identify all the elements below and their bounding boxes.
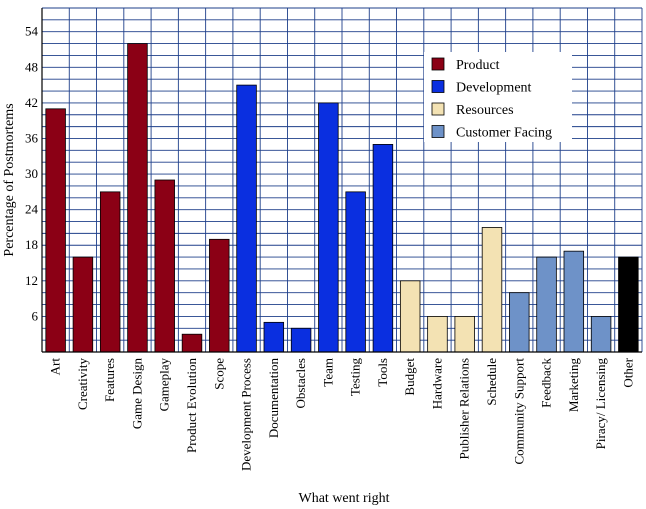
bar-budget [399, 280, 421, 353]
bar-gameplay [154, 179, 175, 353]
y-tick-label: 12 [25, 273, 38, 288]
x-tick-label-feedback: Feedback [539, 358, 554, 408]
x-tick-label-gameplay: Gameplay [157, 358, 172, 412]
x-tick-label-team: Team [320, 358, 335, 387]
x-tick-label-tools: Tools [375, 358, 390, 387]
legend-background [424, 52, 572, 142]
bar-community-support [509, 292, 530, 353]
x-tick-label-product-evolution: Product Evolution [184, 358, 199, 453]
legend-swatch-development [431, 80, 445, 93]
x-tick-label-schedule: Schedule [484, 358, 499, 406]
axes [41, 8, 642, 353]
y-tick-label: 30 [25, 166, 38, 181]
legend-label-resources: Resources [456, 103, 514, 118]
x-tick-label-publisher-relations: Publisher Relations [457, 358, 472, 459]
y-tick-label: 6 [32, 308, 39, 323]
y-tick-label: 42 [25, 95, 38, 110]
x-tick-label-other: Other [620, 357, 635, 387]
y-tick-label: 48 [25, 59, 38, 74]
legend-label-customer-facing: Customer Facing [456, 126, 552, 141]
x-tick-label-hardware: Hardware [429, 358, 444, 409]
x-tick-label-documentation: Documentation [266, 358, 281, 439]
bar-scope [209, 238, 230, 353]
y-axis-title: Percentage of Postmortems [2, 103, 17, 256]
x-tick-label-budget: Budget [402, 358, 417, 396]
x-tick-label-art: Art [48, 358, 63, 376]
bar-tools [372, 144, 394, 353]
bar-development-process [236, 84, 257, 353]
bar-feedback [536, 256, 557, 353]
y-tick-label: 36 [25, 130, 39, 145]
x-tick-label-obstacles: Obstacles [293, 358, 308, 409]
bar-features [99, 191, 121, 353]
x-tick-label-creativity: Creativity [75, 358, 90, 410]
bar-team [318, 102, 339, 353]
y-tick-labels: 6 12 18 24 30 36 42 48 54 [25, 24, 39, 324]
bar-game-design [127, 43, 148, 353]
legend-swatch-product [431, 57, 445, 71]
y-tick-label: 24 [25, 202, 39, 217]
bar-publisher-relations [454, 316, 475, 353]
x-tick-label-scope: Scope [211, 358, 226, 390]
legend-swatch-customer-facing [431, 125, 445, 138]
x-tick-label-community-support: Community Support [511, 358, 526, 465]
bar-obstacles [290, 327, 312, 353]
x-tick-label-features: Features [102, 358, 117, 402]
legend: Product Development Resources Customer Faci… [424, 52, 572, 142]
x-tick-label-game-design: Game Design [129, 358, 144, 430]
bar-schedule [481, 227, 503, 353]
bar-product-evolution [181, 333, 203, 353]
bar-art [45, 108, 66, 353]
x-tick-label-testing: Testing [348, 358, 363, 397]
x-tick-label-development-process: Development Process [239, 358, 254, 471]
legend-label-development: Development [456, 81, 532, 96]
y-tick-label: 54 [25, 24, 39, 39]
bar-hardware [427, 316, 448, 353]
legend-swatch-resources [431, 102, 445, 116]
bar-testing [345, 191, 366, 353]
x-tick-label-marketing: Marketing [566, 358, 581, 413]
bar-documentation [263, 321, 285, 353]
bars [45, 43, 639, 353]
x-tick-label-piracy-licensing: Piracy/ Licensing [593, 358, 608, 450]
x-tick-labels: Art Creativity Features Game Design Gameplay… [48, 357, 636, 471]
bar-other [618, 256, 639, 353]
x-axis-title: What went right [299, 491, 390, 506]
bar-piracy-licensing [590, 316, 612, 353]
legend-label-product: Product [456, 58, 500, 73]
bar-creativity [72, 256, 94, 353]
bar-marketing [563, 250, 585, 353]
y-tick-label: 18 [25, 237, 38, 252]
